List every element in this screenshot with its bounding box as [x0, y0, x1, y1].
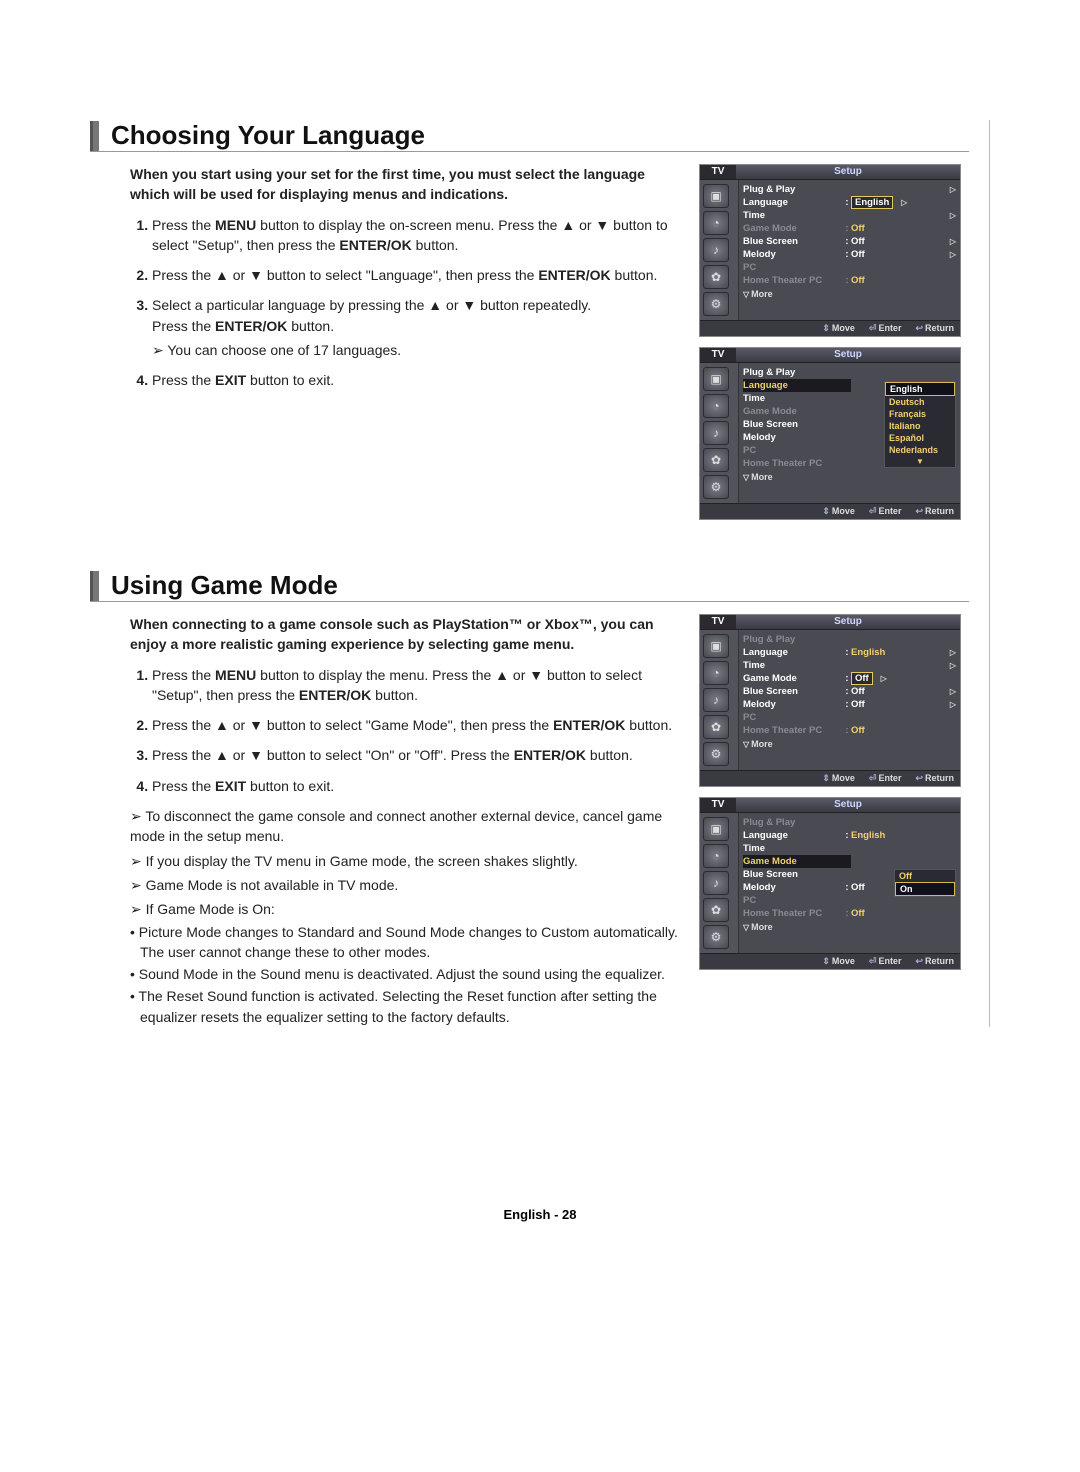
- title-bar-icon: [90, 571, 99, 601]
- step: Press the ▲ or ▼ button to select "Langu…: [152, 267, 657, 283]
- arrow-note: If you display the TV menu in Game mode,…: [130, 851, 679, 871]
- step: Press the ▲ or ▼ button to select "Game …: [152, 717, 672, 733]
- section1-text: When you start using your set for the fi…: [90, 164, 679, 401]
- arrow-note: You can choose one of 17 languages.: [152, 340, 679, 360]
- step: Press the MENU button to display the on-…: [152, 217, 668, 253]
- arrow-note: To disconnect the game console and conne…: [130, 806, 679, 847]
- step: Press the MENU button to display the men…: [152, 667, 642, 703]
- step: Press the ▲ or ▼ button to select "On" o…: [152, 747, 633, 763]
- osd-screenshot-3: TV Setup ▣◔♪✿⚙ Plug & Play Language : En…: [699, 614, 961, 787]
- bullet-note: Picture Mode changes to Standard and Sou…: [130, 922, 679, 963]
- section-header: Choosing Your Language: [90, 120, 969, 152]
- arrow-note: If Game Mode is On:: [130, 899, 679, 919]
- section-header: Using Game Mode: [90, 570, 969, 602]
- section-title: Choosing Your Language: [111, 120, 425, 151]
- osd-screenshot-4: TV Setup ▣◔♪✿⚙ Plug & Play Language : En…: [699, 797, 961, 970]
- steps-list: Press the MENU button to display the men…: [130, 665, 679, 796]
- osd-screenshot-1: TV Setup ▣◔♪✿⚙ Plug & Play ▷ Language : …: [699, 164, 961, 337]
- step: Select a particular language by pressing…: [152, 297, 591, 333]
- page-footer: English - 28: [90, 1207, 990, 1222]
- bullet-note: The Reset Sound function is activated. S…: [130, 986, 679, 1027]
- osd-screenshot-2: TV Setup ▣◔♪✿⚙ Plug & Play Language Time…: [699, 347, 961, 520]
- step: Press the EXIT button to exit.: [152, 778, 334, 794]
- steps-list: Press the MENU button to display the on-…: [130, 215, 679, 391]
- bullet-note: Sound Mode in the Sound menu is deactiva…: [130, 964, 679, 984]
- arrow-note: Game Mode is not available in TV mode.: [130, 875, 679, 895]
- section2-text: When connecting to a game console such a…: [90, 614, 679, 1027]
- step: Press the EXIT button to exit.: [152, 372, 334, 388]
- intro-text: When you start using your set for the fi…: [130, 164, 679, 205]
- intro-text: When connecting to a game console such a…: [130, 614, 679, 655]
- title-bar-icon: [90, 121, 99, 151]
- section-title: Using Game Mode: [111, 570, 338, 601]
